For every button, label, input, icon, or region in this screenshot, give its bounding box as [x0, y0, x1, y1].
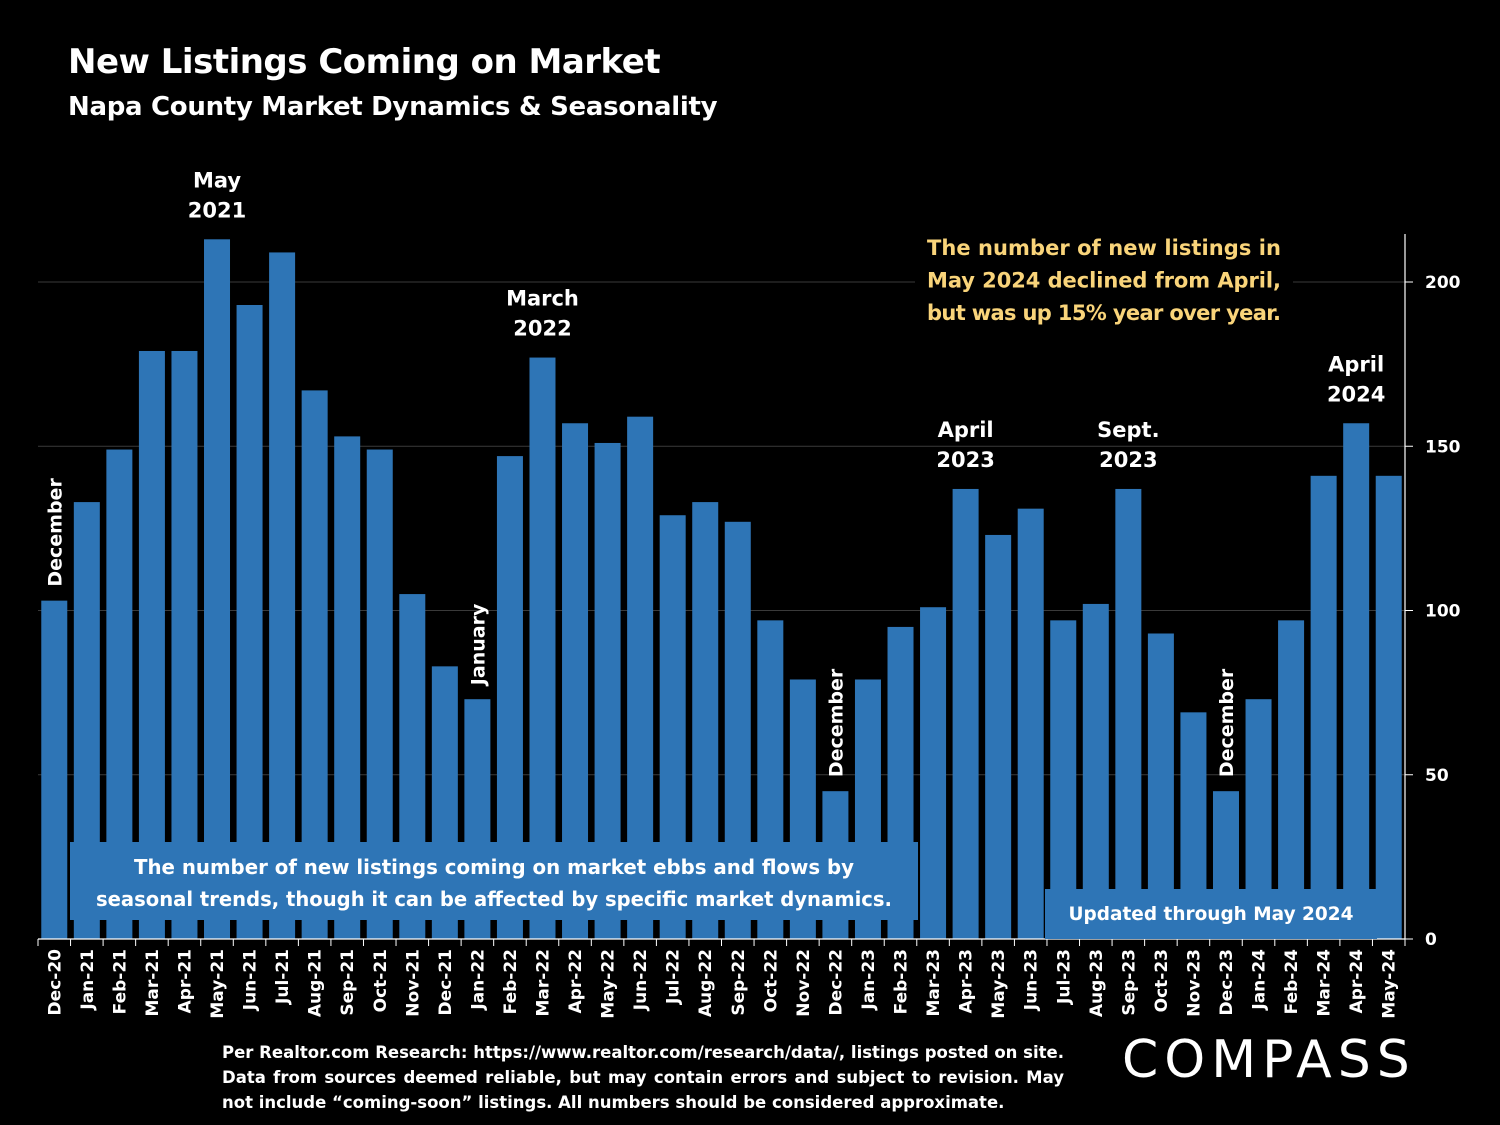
x-tick-label: May-22	[599, 949, 619, 1019]
x-tick-label: May-24	[1380, 949, 1400, 1019]
x-tick-label: Jan-24	[1250, 949, 1270, 1011]
x-tick-label: Feb-22	[501, 949, 521, 1014]
x-tick-label: Mar-24	[1315, 949, 1335, 1017]
x-tick-label: Nov-21	[403, 949, 423, 1017]
bar	[171, 350, 198, 939]
info-box	[70, 842, 918, 920]
x-tick-label: Dec-20	[45, 949, 65, 1016]
x-tick-label: Feb-23	[892, 949, 912, 1014]
x-tick-label: Mar-21	[143, 949, 163, 1017]
x-tick-label: Apr-21	[175, 949, 195, 1013]
bar	[1017, 508, 1044, 939]
x-tick-label: Oct-23	[1152, 949, 1172, 1012]
bar	[204, 239, 231, 940]
x-tick-label: Nov-22	[794, 949, 814, 1017]
x-tick-label: Jan-23	[859, 949, 879, 1011]
annotation-label: 2024	[1327, 382, 1385, 406]
bar	[1082, 603, 1109, 939]
chart-title: New Listings Coming on Market	[68, 42, 661, 82]
x-tick-label: Jun-23	[1022, 949, 1042, 1011]
y-tick-label: 50	[1425, 766, 1449, 786]
annotation-label: 2021	[188, 198, 246, 222]
annotation-label: December	[825, 668, 847, 777]
x-tick-label: Sep-23	[1119, 949, 1139, 1016]
x-tick-label: Mar-22	[533, 949, 553, 1017]
callouts: The number of new listings in May 2024 de…	[70, 230, 1377, 939]
x-tick-label: Jul-21	[273, 949, 293, 1005]
annotation-label: December	[1216, 668, 1238, 777]
x-tick-label: Jul-22	[664, 949, 684, 1005]
x-tick-label: Jan-21	[78, 949, 98, 1011]
source-footnote: Per Realtor.com Research: https://www.re…	[222, 1043, 1064, 1112]
annotation-label: 2023	[1099, 448, 1157, 472]
info-box-line: The number of new listings coming on mar…	[134, 855, 854, 879]
bar	[920, 607, 947, 939]
bar	[236, 304, 263, 939]
x-tick-label: Dec-23	[1217, 949, 1237, 1015]
annotation-label: December	[44, 478, 66, 587]
bar	[985, 534, 1012, 939]
annotation-label: May	[193, 168, 241, 192]
bar	[138, 350, 165, 939]
x-tick-label: Apr-23	[957, 949, 977, 1013]
annotation-label: April	[938, 418, 994, 442]
x-tick-label: Jun-21	[241, 949, 261, 1011]
chart-subtitle: Napa County Market Dynamics & Seasonalit…	[68, 92, 718, 122]
annotations: December May 2021 January March 2022 December A…	[44, 168, 1385, 777]
bar	[1375, 475, 1402, 939]
highlight-callout-line: but was up 15% year over year.	[927, 301, 1281, 325]
x-tick-label: Feb-21	[110, 949, 130, 1014]
x-tick-label: Aug-21	[306, 949, 326, 1017]
y-tick-label: 200	[1425, 273, 1461, 293]
annotation-label: April	[1328, 352, 1384, 376]
bar	[1343, 423, 1370, 939]
annotation-label: 2022	[513, 317, 571, 341]
x-tick-label: Jan-22	[468, 949, 488, 1011]
x-tick-label: May-21	[208, 949, 228, 1019]
x-tick-label: Mar-23	[924, 949, 944, 1017]
info-box-line: seasonal trends, though it can be affect…	[96, 887, 892, 911]
bar-series	[41, 239, 1402, 940]
x-tick-label: Feb-24	[1282, 949, 1302, 1015]
bar	[41, 600, 68, 939]
x-tick-label: May-23	[989, 949, 1009, 1019]
x-tick-label: Nov-23	[1184, 949, 1204, 1017]
annotation-label: March	[506, 287, 579, 311]
x-tick-label: Jun-22	[631, 949, 651, 1011]
bar	[269, 252, 296, 939]
x-tick-label: Dec-22	[826, 949, 846, 1015]
highlight-callout-line: The number of new listings in	[927, 236, 1281, 260]
bar	[1115, 488, 1142, 939]
annotation-label: 2023	[936, 448, 994, 472]
highlight-callout-line: May 2024 declined from April,	[927, 269, 1281, 293]
x-tick-label: Sep-21	[338, 949, 358, 1016]
x-tick-label: Apr-22	[566, 949, 586, 1013]
x-tick-label: Jul-23	[1054, 949, 1074, 1005]
bar	[1310, 475, 1337, 939]
x-tick-label: Sep-22	[729, 949, 749, 1016]
axes: 0 50 100 150 200 Dec-20 Jan-21 Feb-21 Mar-21 Apr-…	[37, 234, 1461, 1019]
x-tick-label: Oct-21	[371, 949, 391, 1012]
updated-box	[1045, 889, 1377, 939]
y-tick-label: 100	[1425, 602, 1461, 622]
bar-chart: 0 50 100 150 200 Dec-20 Jan-21 Feb-21 Mar-21 Apr-…	[37, 168, 1461, 1019]
annotation-label: Sept.	[1097, 418, 1159, 442]
bar	[1147, 633, 1174, 939]
x-tick-label: Dec-21	[436, 949, 456, 1015]
x-tick-label: Aug-23	[1087, 949, 1107, 1017]
y-tick-label: 150	[1425, 437, 1461, 457]
y-tick-label: 0	[1425, 930, 1437, 950]
annotation-label: January	[467, 603, 489, 687]
bar	[1050, 620, 1077, 939]
bar	[952, 488, 979, 939]
x-tick-label: Oct-22	[761, 949, 781, 1012]
x-tick-label: Apr-24	[1347, 949, 1367, 1014]
x-tick-label: Aug-22	[696, 949, 716, 1017]
bar	[1278, 620, 1305, 939]
highlight-callout-bg	[915, 230, 1293, 330]
updated-label: Updated through May 2024	[1069, 903, 1354, 925]
compass-logo: COMPASS	[1122, 1030, 1416, 1090]
